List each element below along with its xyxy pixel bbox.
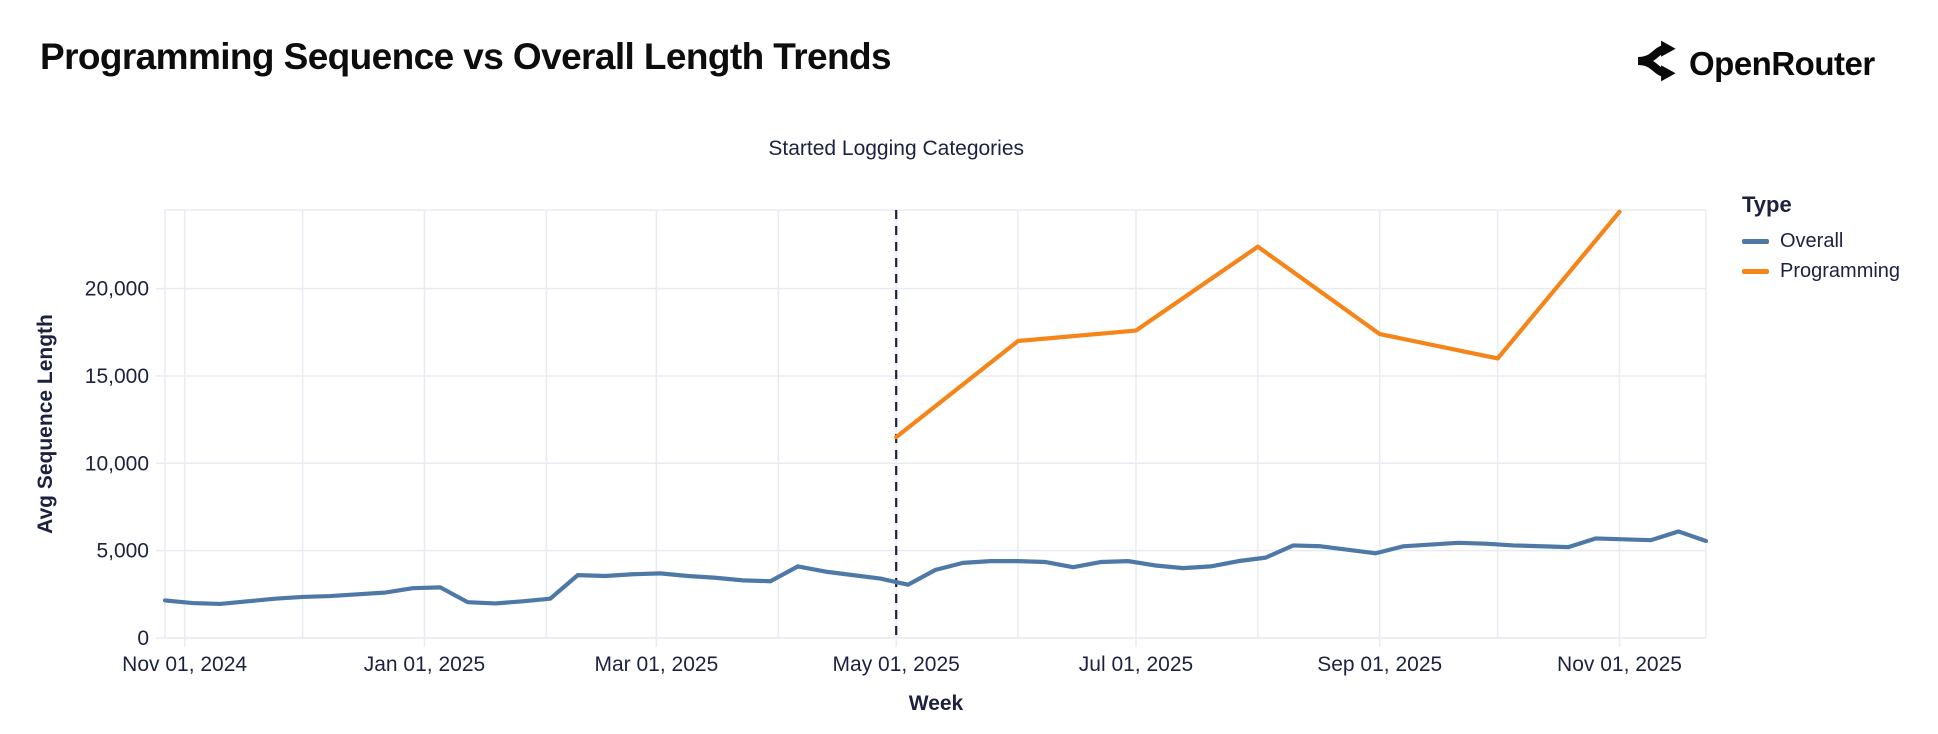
legend-item-programming[interactable]: Programming [1742,260,1900,283]
series-programming-line [894,209,1622,440]
y-axis-title: Avg Sequence Length [34,314,57,534]
series-overall-line [162,529,1709,607]
y-tick-label: 10,000 [85,452,149,475]
y-tick-label: 0 [137,627,149,650]
x-tick-label: Jan 01, 2025 [364,653,485,676]
legend-label-overall: Overall [1780,230,1844,252]
legend-label-programming: Programming [1780,260,1901,282]
legend-swatch-programming [1742,269,1769,274]
openrouter-fork-arrows-icon [1630,38,1676,89]
x-tick-label: Nov 01, 2024 [122,653,247,676]
chart-title: Programming Sequence vs Overall Length T… [40,36,892,77]
x-tick-label: Jul 01, 2025 [1079,653,1193,676]
legend-swatch-overall [1742,239,1769,244]
x-tick-label: Nov 01, 2025 [1557,653,1682,676]
y-tick-label: 15,000 [85,365,149,388]
x-tick-label: Sep 01, 2025 [1317,653,1442,676]
openrouter-logo: OpenRouter [1630,38,1875,89]
plot-border [164,209,1707,639]
legend-item-overall[interactable]: Overall [1742,230,1900,253]
annotation-label: Started Logging Categories [768,137,1025,160]
openrouter-logo-text: OpenRouter [1689,44,1875,82]
y-tick-label: 20,000 [85,278,149,301]
x-tick-label: May 01, 2025 [833,653,960,676]
x-axis-title: Week [908,692,964,715]
legend-title: Type [1742,192,1792,217]
legend: Type Overall Programming [1742,192,1900,283]
x-tick-label: Mar 01, 2025 [595,653,719,676]
y-tick-label: 5,000 [96,540,149,563]
